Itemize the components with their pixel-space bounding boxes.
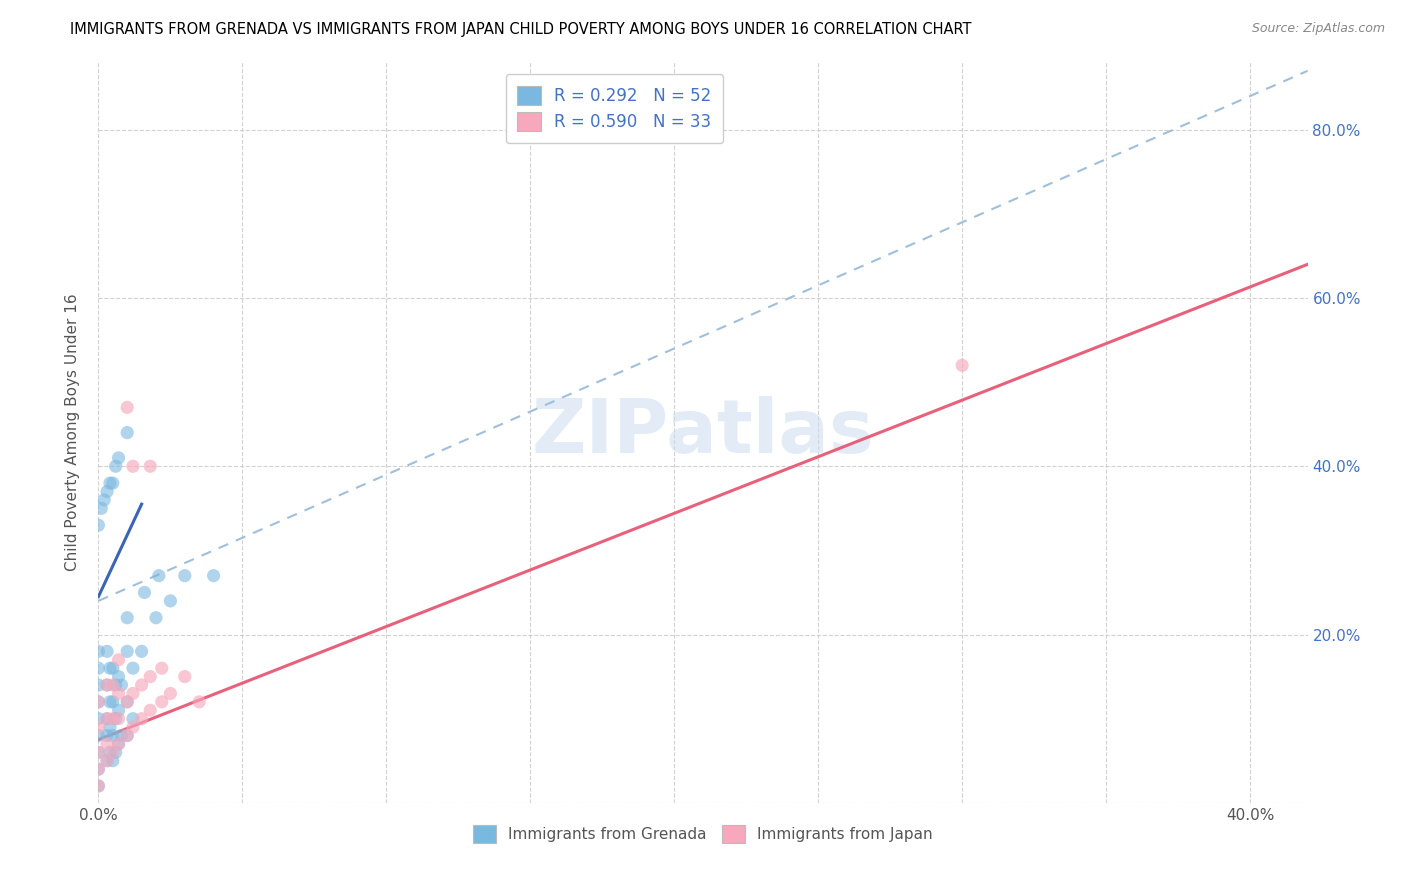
- Point: [188, 695, 211, 709]
- Point: [107, 670, 129, 684]
- Point: [104, 745, 127, 759]
- Point: [87, 712, 110, 726]
- Point: [87, 762, 110, 776]
- Point: [96, 678, 118, 692]
- Point: [87, 695, 110, 709]
- Point: [101, 729, 124, 743]
- Point: [131, 712, 153, 726]
- Point: [115, 644, 138, 658]
- Point: [107, 737, 129, 751]
- Point: [101, 745, 124, 759]
- Point: [131, 644, 153, 658]
- Point: [107, 686, 129, 700]
- Point: [104, 459, 127, 474]
- Point: [122, 459, 145, 474]
- Point: [101, 476, 124, 491]
- Point: [87, 678, 110, 692]
- Point: [107, 737, 129, 751]
- Point: [110, 729, 132, 743]
- Point: [93, 492, 115, 507]
- Point: [150, 695, 173, 709]
- Point: [202, 568, 225, 582]
- Point: [98, 720, 121, 734]
- Point: [98, 695, 121, 709]
- Point: [139, 459, 162, 474]
- Point: [115, 695, 138, 709]
- Text: ZIPatlas: ZIPatlas: [531, 396, 875, 469]
- Point: [87, 661, 110, 675]
- Point: [173, 670, 195, 684]
- Point: [96, 754, 118, 768]
- Point: [96, 712, 118, 726]
- Point: [134, 585, 156, 599]
- Point: [87, 762, 110, 776]
- Point: [96, 754, 118, 768]
- Point: [173, 568, 195, 582]
- Point: [115, 729, 138, 743]
- Point: [104, 678, 127, 692]
- Point: [950, 359, 973, 373]
- Point: [90, 501, 112, 516]
- Point: [159, 686, 181, 700]
- Point: [101, 712, 124, 726]
- Point: [98, 661, 121, 675]
- Point: [115, 610, 138, 624]
- Point: [115, 425, 138, 440]
- Point: [107, 653, 129, 667]
- Point: [107, 450, 129, 465]
- Point: [104, 712, 127, 726]
- Text: Source: ZipAtlas.com: Source: ZipAtlas.com: [1251, 22, 1385, 36]
- Point: [139, 703, 162, 717]
- Point: [96, 644, 118, 658]
- Point: [115, 695, 138, 709]
- Point: [96, 712, 118, 726]
- Point: [150, 661, 173, 675]
- Point: [98, 745, 121, 759]
- Point: [87, 720, 110, 734]
- Point: [87, 729, 110, 743]
- Point: [96, 678, 118, 692]
- Point: [87, 518, 110, 533]
- Point: [87, 745, 110, 759]
- Point: [96, 484, 118, 499]
- Legend: Immigrants from Grenada, Immigrants from Japan: Immigrants from Grenada, Immigrants from…: [465, 818, 941, 851]
- Point: [107, 712, 129, 726]
- Point: [98, 476, 121, 491]
- Point: [159, 594, 181, 608]
- Y-axis label: Child Poverty Among Boys Under 16: Child Poverty Among Boys Under 16: [65, 293, 80, 572]
- Point: [87, 779, 110, 793]
- Point: [122, 712, 145, 726]
- Point: [101, 661, 124, 675]
- Point: [87, 745, 110, 759]
- Text: IMMIGRANTS FROM GRENADA VS IMMIGRANTS FROM JAPAN CHILD POVERTY AMONG BOYS UNDER : IMMIGRANTS FROM GRENADA VS IMMIGRANTS FR…: [70, 22, 972, 37]
- Point: [122, 686, 145, 700]
- Point: [87, 695, 110, 709]
- Point: [145, 610, 167, 624]
- Point: [115, 401, 138, 415]
- Point: [87, 779, 110, 793]
- Point: [96, 729, 118, 743]
- Point: [101, 695, 124, 709]
- Point: [87, 644, 110, 658]
- Point: [122, 661, 145, 675]
- Point: [110, 678, 132, 692]
- Point: [107, 703, 129, 717]
- Point: [139, 670, 162, 684]
- Point: [115, 729, 138, 743]
- Point: [101, 754, 124, 768]
- Point: [148, 568, 170, 582]
- Point: [101, 678, 124, 692]
- Point: [96, 737, 118, 751]
- Point: [131, 678, 153, 692]
- Point: [122, 720, 145, 734]
